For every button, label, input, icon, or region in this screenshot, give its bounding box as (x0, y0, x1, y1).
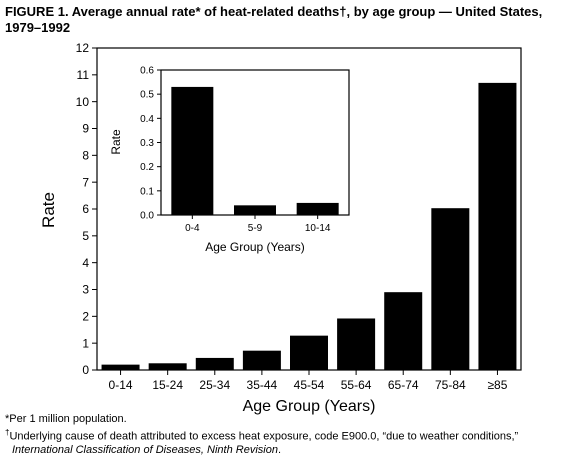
main-y-tick-label: 2 (82, 310, 89, 324)
main-y-tick-label: 10 (76, 95, 90, 109)
footnote-cause: †Underlying cause of death attributed to… (5, 426, 570, 444)
main-x-tick-label: 65-74 (388, 378, 419, 392)
main-y-tick-label: 1 (82, 336, 89, 350)
main-y-tick-label: 4 (82, 256, 89, 270)
inset-y-tick-label: 0.0 (140, 211, 154, 222)
inset-y-axis-label: Rate (109, 129, 123, 155)
inset-bar (296, 202, 339, 215)
footnote-classification: International Classification of Diseases… (5, 444, 570, 457)
footnote-period: . (277, 443, 282, 456)
footnotes: *Per 1 million population. †Underlying c… (5, 413, 570, 457)
main-y-tick-label: 5 (82, 229, 89, 243)
inset-y-tick-label: 0.4 (140, 114, 154, 125)
inset-x-tick-label: 10-14 (305, 223, 331, 234)
main-x-tick-label: 55-64 (341, 378, 372, 392)
dagger-mark: † (5, 428, 10, 437)
main-bar (431, 208, 470, 370)
inset-y-ticks: 0.0 0.1 0.2 0.3 0.4 0.5 0.6 (140, 66, 161, 222)
main-y-tick-label: 0 (82, 363, 89, 377)
main-x-tick-label: 35-44 (247, 378, 278, 392)
main-x-axis-label: Age Group (Years) (243, 398, 376, 415)
inset-y-tick-label: 0.1 (140, 186, 154, 197)
main-y-tick-label: 6 (82, 202, 89, 216)
footnote-cause-text: Underlying cause of death attributed to … (9, 430, 519, 443)
main-y-tick-label: 12 (76, 41, 90, 55)
main-bar (195, 357, 234, 370)
main-bar (384, 292, 423, 370)
main-y-tick-label: 9 (82, 122, 89, 136)
inset-bars (171, 86, 339, 216)
main-y-tick-label: 8 (82, 149, 89, 163)
inset-x-tick-label: 0-4 (185, 223, 200, 234)
inset-x-tick-labels: 0-4 5-9 10-14 (185, 215, 331, 234)
main-bars (101, 82, 517, 370)
main-y-tick-label: 7 (82, 175, 89, 189)
main-x-tick-label: 45-54 (294, 378, 325, 392)
inset-y-tick-label: 0.3 (140, 138, 154, 149)
inset-y-tick-label: 0.2 (140, 162, 154, 173)
main-y-axis-label: Rate (39, 192, 58, 228)
inset-x-axis-label: Age Group (Years) (205, 240, 305, 254)
main-bar (478, 82, 517, 370)
main-bar (290, 335, 328, 370)
footnote-per-million: *Per 1 million population. (5, 413, 127, 425)
main-bar (148, 363, 187, 370)
main-y-tick-label: 3 (82, 283, 89, 297)
main-bar (242, 350, 281, 370)
main-x-tick-label: 25-34 (199, 378, 230, 392)
classification-title: International Classification of Diseases… (12, 443, 278, 456)
inset-y-tick-label: 0.5 (140, 90, 154, 101)
main-bar (101, 364, 140, 370)
inset-y-tick-label: 0.6 (140, 66, 154, 77)
main-x-tick-label: 75-84 (435, 378, 466, 392)
figure-title: FIGURE 1. Average annual rate* of heat-r… (5, 4, 543, 35)
inset-bar (234, 205, 276, 215)
main-x-tick-label: 15-24 (152, 378, 183, 392)
inset-x-tick-label: 5-9 (248, 223, 263, 234)
main-x-tick-label: 0-14 (109, 378, 133, 392)
main-x-tick-label: ≥85 (487, 378, 507, 392)
inset-bar (171, 86, 214, 216)
main-y-tick-label: 11 (77, 68, 90, 82)
main-bar (337, 318, 376, 370)
main-x-tick-labels: 0-14 15-24 25-34 35-44 45-54 55-64 65-74 75-84 ≥… (109, 370, 508, 392)
